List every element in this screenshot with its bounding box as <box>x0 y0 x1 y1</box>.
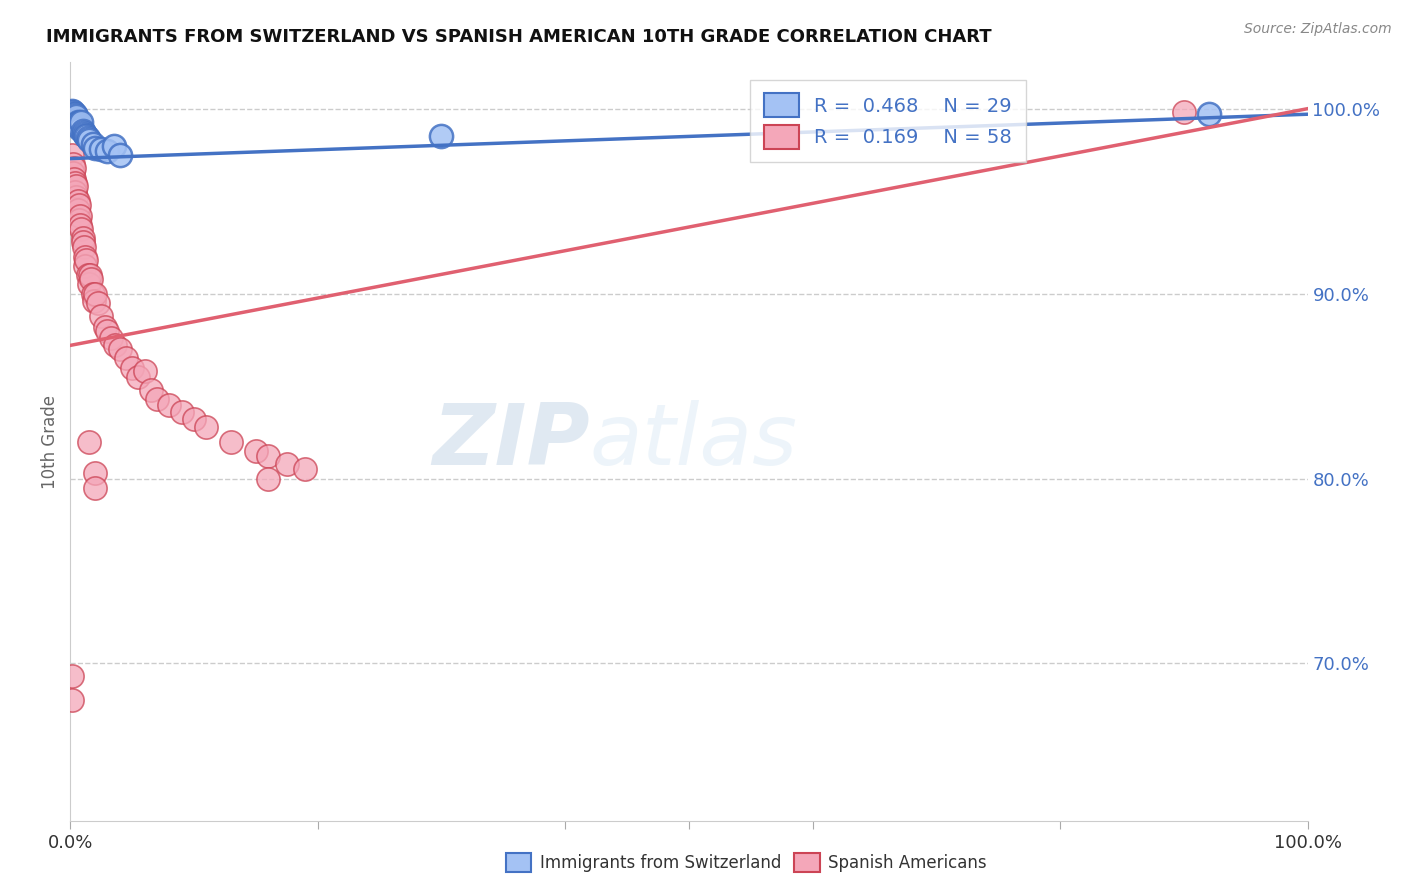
Point <box>75 129 97 144</box>
Point <box>430 129 453 144</box>
Point <box>63 109 86 123</box>
Point <box>83 293 105 308</box>
Point <box>69 209 91 223</box>
Point <box>108 342 131 356</box>
Point <box>65 112 87 127</box>
Point <box>65 107 87 121</box>
Point <box>67 212 90 227</box>
Point <box>62 166 84 180</box>
Point <box>65 176 87 190</box>
Point <box>134 364 156 378</box>
Point <box>66 116 89 130</box>
Point <box>60 693 83 707</box>
Point <box>276 457 298 471</box>
Point <box>60 148 83 162</box>
Point <box>94 319 117 334</box>
Point <box>79 268 101 282</box>
Point <box>127 369 149 384</box>
Point <box>257 471 280 485</box>
Point <box>82 286 104 301</box>
Point <box>96 324 118 338</box>
Point <box>157 398 180 412</box>
Point <box>170 405 193 419</box>
Point <box>245 443 267 458</box>
Point <box>65 190 87 204</box>
Point <box>90 142 112 156</box>
Point <box>257 450 280 464</box>
Point <box>77 434 100 449</box>
Point <box>103 138 125 153</box>
Point <box>121 360 143 375</box>
Point <box>69 218 91 232</box>
Legend: R =  0.468    N = 29, R =  0.169    N = 58: R = 0.468 N = 29, R = 0.169 N = 58 <box>751 79 1025 162</box>
FancyBboxPatch shape <box>506 853 531 872</box>
Point <box>66 114 89 128</box>
Point <box>67 120 90 135</box>
Point <box>70 114 93 128</box>
Point <box>195 419 218 434</box>
Point <box>84 286 107 301</box>
Point <box>62 105 84 120</box>
Point <box>90 309 112 323</box>
Point <box>96 145 118 159</box>
Point <box>72 124 94 138</box>
Point <box>219 434 242 449</box>
Y-axis label: 10th Grade: 10th Grade <box>41 394 59 489</box>
Point <box>108 148 131 162</box>
Point <box>146 392 169 406</box>
Point <box>60 103 83 118</box>
Point <box>65 179 87 194</box>
Point <box>66 203 89 218</box>
Point <box>75 128 97 142</box>
Point <box>1173 105 1195 120</box>
Text: ZIP: ZIP <box>432 400 591 483</box>
Point <box>84 481 107 495</box>
Point <box>82 136 104 151</box>
Point <box>63 107 86 121</box>
Text: atlas: atlas <box>591 400 799 483</box>
Point <box>75 259 97 273</box>
Point <box>75 253 97 268</box>
Point <box>65 111 87 125</box>
Point <box>67 118 90 132</box>
Point <box>69 122 91 136</box>
Point <box>72 231 94 245</box>
Point <box>63 161 86 175</box>
Point <box>294 462 316 476</box>
Point <box>84 466 107 480</box>
Point <box>60 669 83 683</box>
Text: Source: ZipAtlas.com: Source: ZipAtlas.com <box>1244 22 1392 37</box>
Point <box>115 351 138 366</box>
Point <box>84 140 107 154</box>
Point <box>73 240 96 254</box>
Point <box>67 198 90 212</box>
Point <box>72 235 94 249</box>
Point <box>65 185 87 199</box>
Point <box>104 338 127 352</box>
Point <box>73 126 96 140</box>
Point <box>65 109 87 123</box>
Text: Immigrants from Switzerland: Immigrants from Switzerland <box>540 854 782 871</box>
Point <box>76 131 98 145</box>
Point <box>75 250 97 264</box>
Point <box>183 412 205 426</box>
Text: IMMIGRANTS FROM SWITZERLAND VS SPANISH AMERICAN 10TH GRADE CORRELATION CHART: IMMIGRANTS FROM SWITZERLAND VS SPANISH A… <box>45 28 991 45</box>
Point <box>100 331 122 345</box>
Point <box>66 194 89 208</box>
Point <box>139 383 162 397</box>
Point <box>86 296 108 310</box>
Point <box>77 133 100 147</box>
Point <box>63 172 86 186</box>
FancyBboxPatch shape <box>794 853 820 872</box>
Point <box>70 222 93 236</box>
Point <box>62 157 84 171</box>
Text: Spanish Americans: Spanish Americans <box>828 854 987 871</box>
Point <box>76 268 98 282</box>
Point <box>1198 107 1220 121</box>
Point <box>77 277 100 292</box>
Point <box>80 272 103 286</box>
